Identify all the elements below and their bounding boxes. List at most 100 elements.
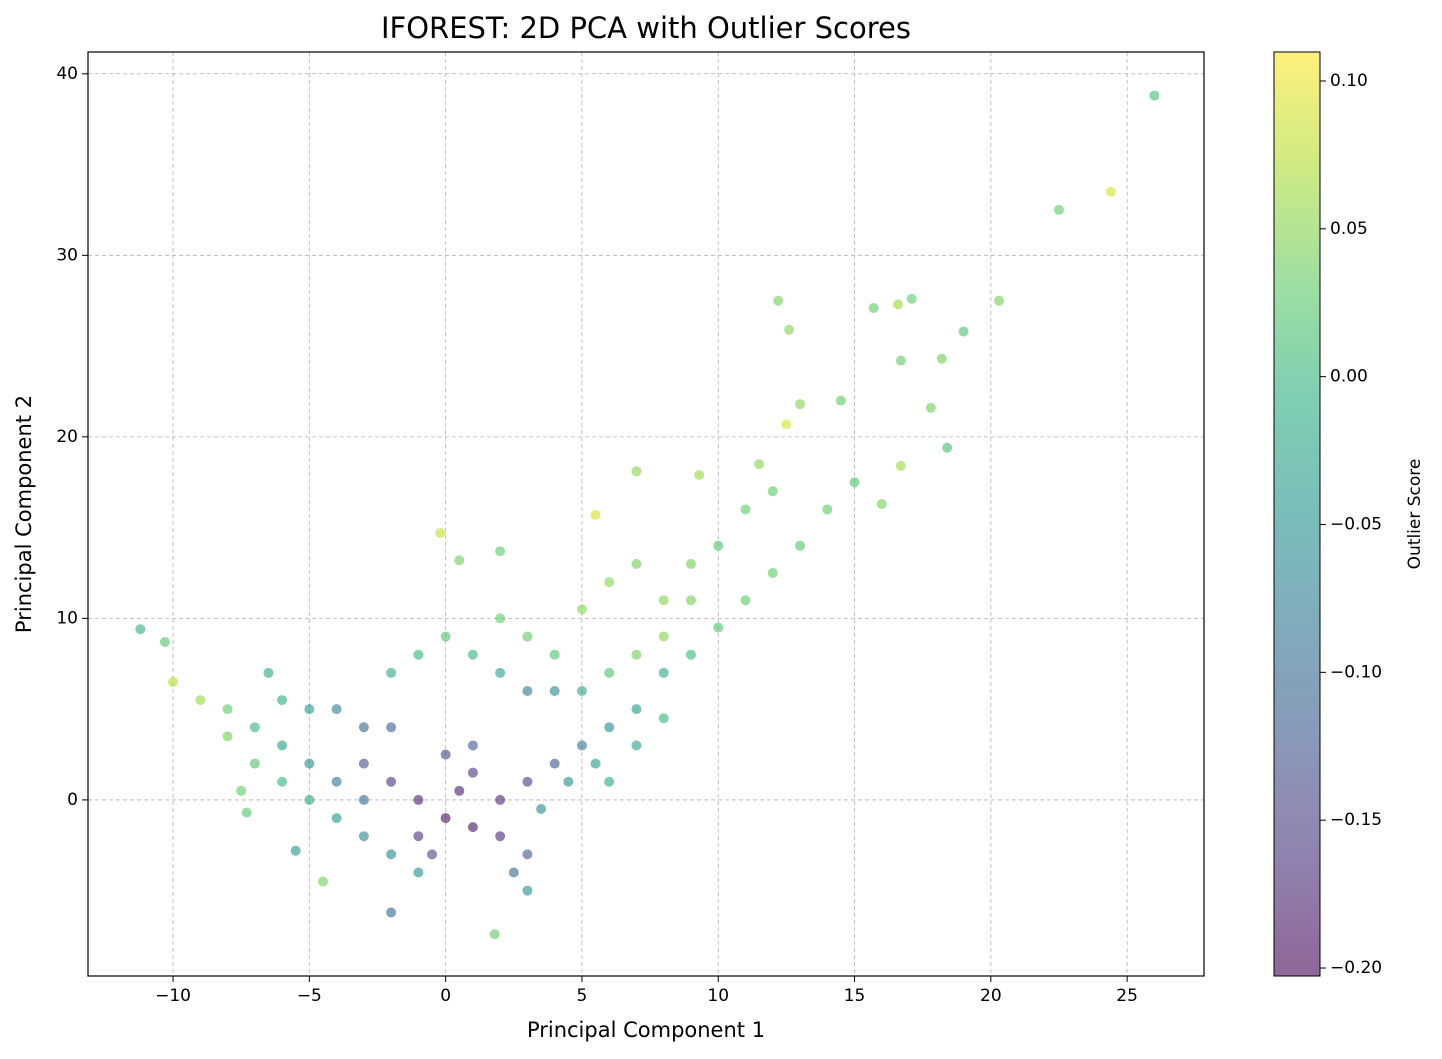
point (590, 758, 601, 769)
point (576, 604, 587, 615)
point (467, 740, 478, 751)
point (386, 907, 397, 918)
point (386, 849, 397, 860)
point (767, 486, 778, 497)
point (895, 460, 906, 471)
point (508, 867, 519, 878)
point (236, 785, 247, 796)
x-axis-label: Principal Component 1 (527, 1018, 765, 1042)
colorbar-tick-label: −0.10 (1330, 662, 1382, 682)
point (495, 831, 506, 842)
point (522, 685, 533, 696)
y-tick-label: 10 (56, 608, 78, 628)
y-tick-label: 0 (67, 790, 78, 810)
point (536, 803, 547, 814)
point (413, 831, 424, 842)
colorbar-label: Outlier Score (1405, 459, 1425, 570)
point (694, 469, 705, 480)
point (358, 758, 369, 769)
point (767, 567, 778, 578)
x-tick-label: −10 (155, 986, 191, 1006)
point (413, 794, 424, 805)
colorbar-tick-label: 0.00 (1330, 367, 1368, 387)
colorbar-tick-label: −0.05 (1330, 514, 1382, 534)
point (784, 324, 795, 335)
point (604, 776, 615, 787)
point (563, 776, 574, 787)
point (413, 867, 424, 878)
point (495, 667, 506, 678)
chart-title: IFOREST: 2D PCA with Outlier Scores (381, 11, 911, 45)
point (685, 558, 696, 569)
point (195, 695, 206, 706)
point (222, 704, 233, 715)
point (331, 813, 342, 824)
point (942, 442, 953, 453)
point (495, 794, 506, 805)
point (713, 540, 724, 551)
y-tick-label: 40 (56, 64, 78, 84)
point (685, 649, 696, 660)
point (358, 722, 369, 733)
point (249, 722, 260, 733)
point (604, 667, 615, 678)
point (754, 459, 765, 470)
point (925, 402, 936, 413)
colorbar-tick-label: −0.15 (1330, 810, 1382, 830)
point (435, 528, 446, 539)
point (467, 649, 478, 660)
point (317, 876, 328, 887)
x-tick-label: 25 (1116, 986, 1138, 1006)
x-tick-label: 10 (707, 986, 729, 1006)
point (822, 504, 833, 515)
point (413, 649, 424, 660)
point (740, 595, 751, 606)
point (631, 649, 642, 660)
point (277, 695, 288, 706)
point (222, 731, 233, 742)
point (263, 667, 274, 678)
point (386, 667, 397, 678)
point (713, 622, 724, 633)
point (876, 499, 887, 510)
point (549, 685, 560, 696)
point (849, 477, 860, 488)
point (489, 929, 500, 940)
y-tick-label: 20 (56, 427, 78, 447)
point (304, 704, 315, 715)
point (241, 807, 252, 818)
x-tick-label: 15 (844, 986, 866, 1006)
point (835, 395, 846, 406)
point (893, 299, 904, 310)
point (895, 355, 906, 366)
point (277, 740, 288, 751)
point (522, 849, 533, 860)
point (631, 558, 642, 569)
point (740, 504, 751, 515)
point (549, 758, 560, 769)
point (277, 776, 288, 787)
point (631, 466, 642, 477)
x-tick-label: 0 (440, 986, 451, 1006)
point (331, 704, 342, 715)
point (604, 577, 615, 588)
point (936, 353, 947, 364)
point (994, 295, 1005, 306)
point (467, 822, 478, 833)
point (467, 767, 478, 778)
point (495, 613, 506, 624)
point (386, 722, 397, 733)
point (658, 667, 669, 678)
point (358, 831, 369, 842)
point (358, 794, 369, 805)
point (1053, 204, 1064, 215)
point (135, 624, 146, 635)
point (454, 785, 465, 796)
colorbar-tick-label: 0.05 (1330, 219, 1368, 239)
point (685, 595, 696, 606)
point (906, 293, 917, 304)
colorbar-tick-label: −0.20 (1330, 958, 1382, 978)
point (427, 849, 438, 860)
point (773, 295, 784, 306)
